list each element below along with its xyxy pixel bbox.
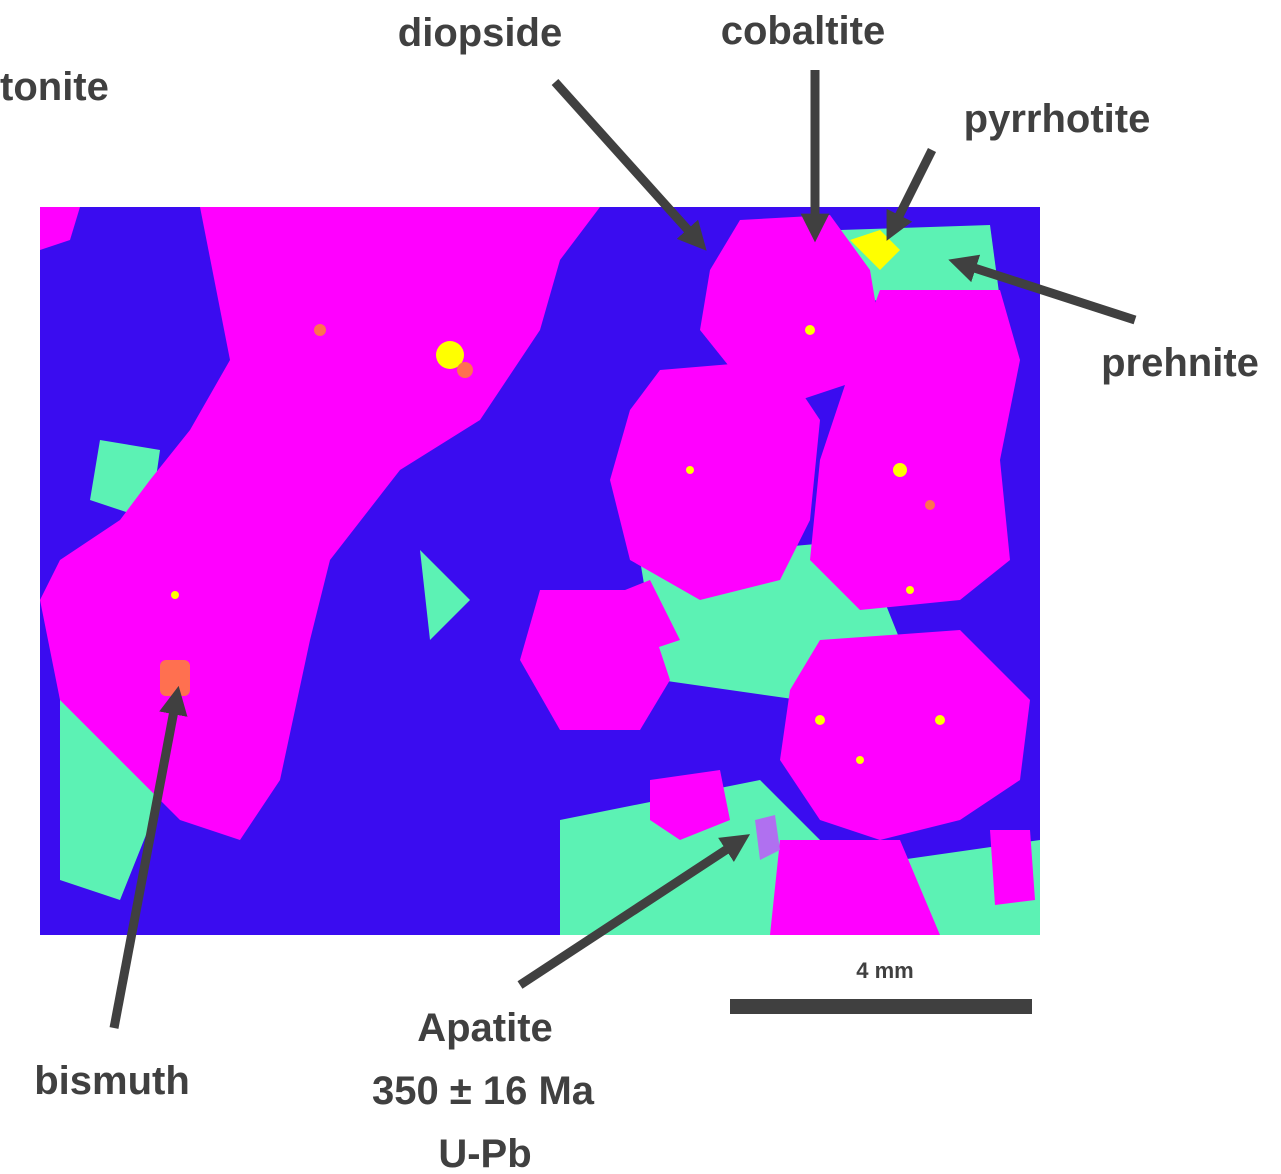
label: Apatite	[417, 1006, 553, 1050]
mineral-map	[40, 207, 1040, 935]
scale-bar	[730, 999, 1032, 1014]
label: U-Pb	[438, 1132, 531, 1174]
label: tonite	[0, 65, 109, 109]
label: diopside	[398, 11, 562, 55]
label: pyrrhotite	[964, 97, 1151, 141]
label: prehnite	[1101, 341, 1259, 385]
figure: tonite diopside cobaltite pyrrhotite pre…	[0, 0, 1281, 1174]
label: 350 ± 16 Ma	[372, 1069, 595, 1113]
label: bismuth	[34, 1059, 190, 1103]
label: cobaltite	[721, 9, 885, 53]
scale-label: 4 mm	[856, 958, 913, 983]
